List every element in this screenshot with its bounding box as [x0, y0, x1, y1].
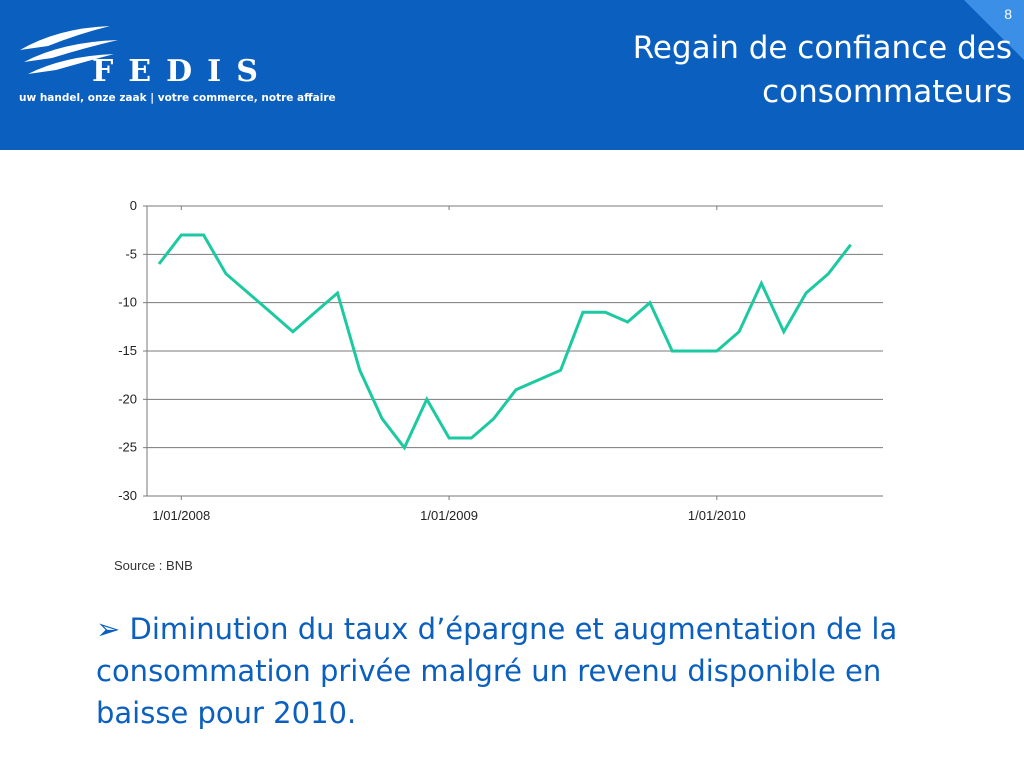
logo-text: FEDIS	[92, 54, 273, 89]
logo-tagline: uw handel, onze zaak | votre commerce, n…	[19, 92, 336, 104]
bullet-arrow-icon: ➢	[96, 612, 121, 646]
source-note: Source : BNB	[114, 558, 193, 573]
corner-decoration	[964, 0, 1024, 60]
fedis-logo: FEDIS uw handel, onze zaak | votre comme…	[18, 22, 336, 112]
y-tick-label: -20	[118, 391, 137, 406]
line-chart: 0 -5 -10 -15 -20 -25 -30 1/01/2008 1/01/2009 1/01…	[118, 198, 883, 523]
series-line	[157, 233, 852, 451]
slide-number: 8	[1004, 6, 1012, 22]
x-tick-label: 1/01/2008	[152, 508, 210, 523]
y-tick-label: -25	[118, 440, 137, 455]
y-tick-label: -10	[118, 295, 137, 310]
x-tick-label: 1/01/2010	[688, 508, 746, 523]
x-tick-label: 1/01/2009	[420, 508, 478, 523]
bullet-point: ➢ Diminution du taux d’épargne et augmen…	[96, 608, 976, 734]
header-banner: 8 FEDIS uw handel, onze zaak | votre com…	[0, 0, 1024, 150]
y-tick-label: -5	[125, 246, 137, 261]
slide-title: Regain de confiance des consommateurs	[632, 30, 1012, 110]
y-tick-label: 0	[130, 198, 137, 213]
bullet-text: Diminution du taux d’épargne et augmenta…	[96, 612, 898, 730]
y-tick-label: -15	[118, 343, 137, 358]
logo-wings-icon	[20, 26, 118, 74]
y-tick-label: -30	[118, 488, 137, 503]
